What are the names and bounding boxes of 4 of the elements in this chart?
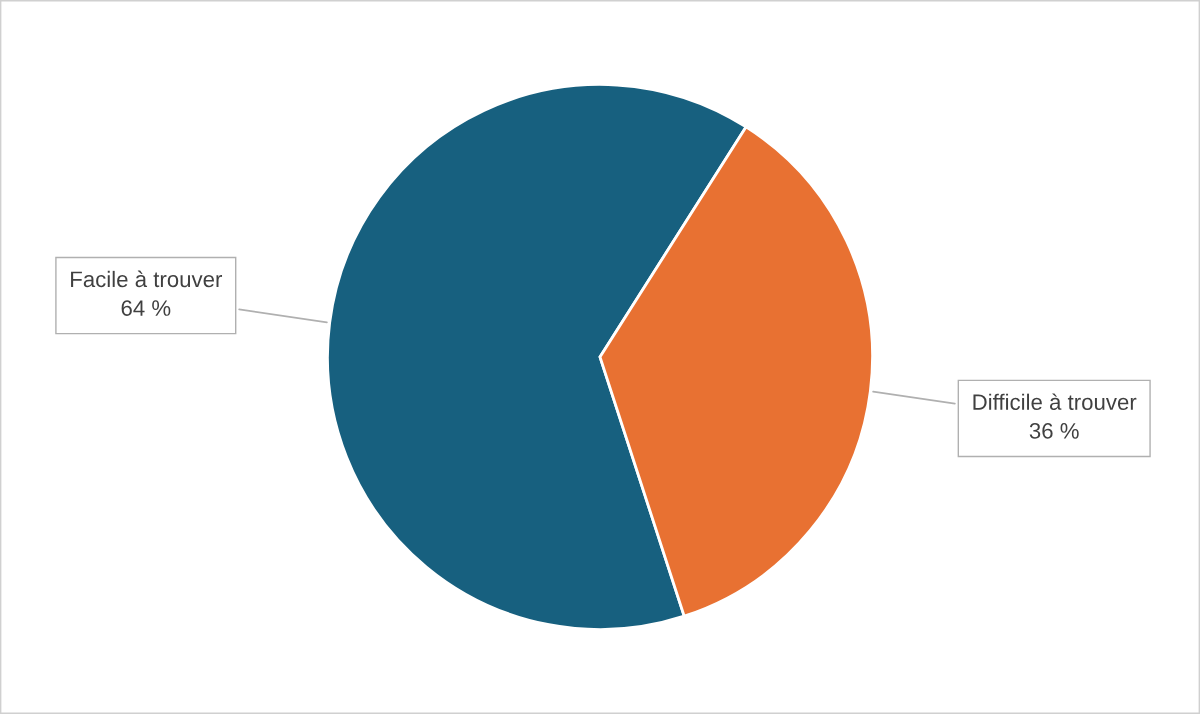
slice-label: Difficile à trouver — [973, 393, 1137, 410]
data-label: 36 % — [1029, 423, 1079, 439]
slice-label: Facile à trouver — [71, 270, 223, 288]
data-label: 64 % — [121, 300, 171, 316]
